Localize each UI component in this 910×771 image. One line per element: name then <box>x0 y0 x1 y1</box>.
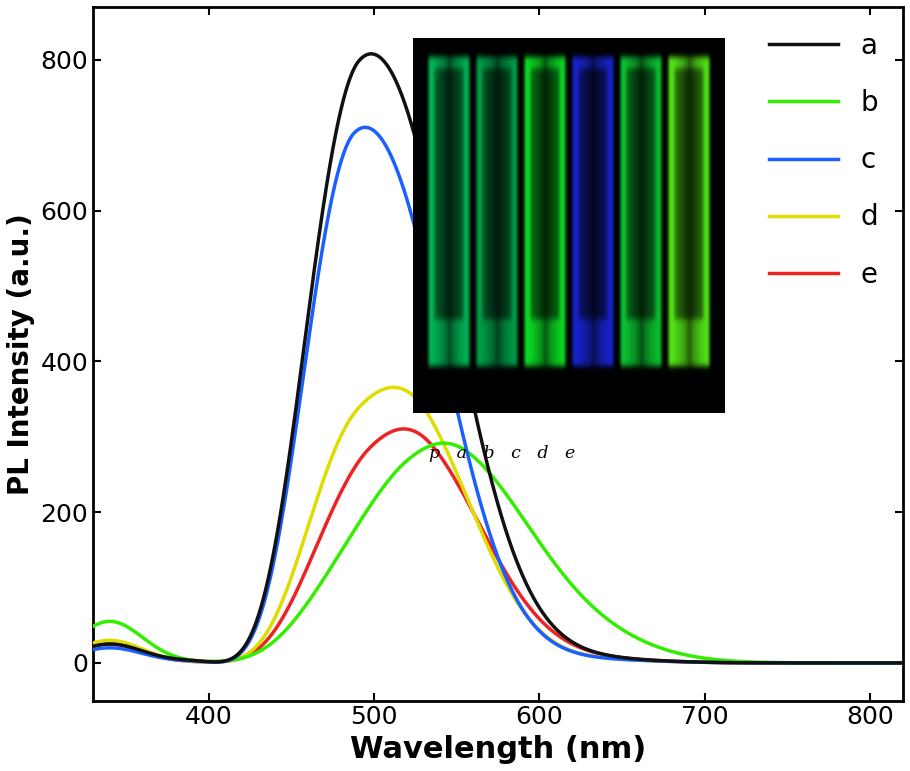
Legend: a, b, c, d, e: a, b, c, d, e <box>758 21 889 300</box>
Text: p   a   b   c   d   e: p a b c d e <box>429 445 575 462</box>
X-axis label: Wavelength (nm): Wavelength (nm) <box>350 735 646 764</box>
Y-axis label: PL Intensity (a.u.): PL Intensity (a.u.) <box>7 213 35 495</box>
